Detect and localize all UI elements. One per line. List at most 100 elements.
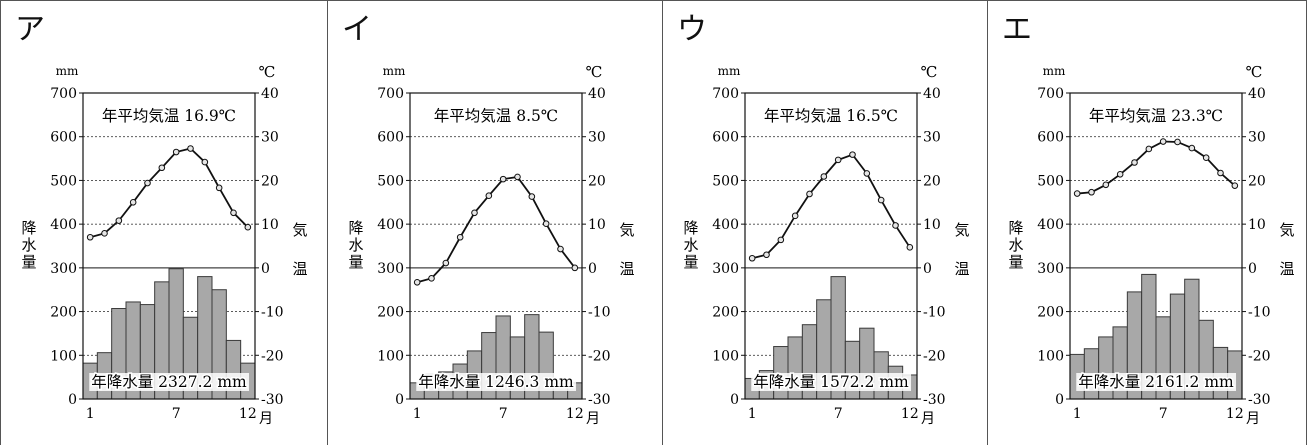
precip-tick-label: 400 [1037, 217, 1064, 233]
temp-axis-title-top: 気 [619, 221, 634, 239]
precip-unit: mm [1043, 64, 1066, 78]
temp-tick-label: 40 [1248, 86, 1266, 102]
month-tick-label: 12 [901, 406, 919, 422]
plot-frame [1069, 92, 1243, 400]
precip-axis-title-char: 量 [348, 253, 363, 271]
temp-point [215, 184, 223, 192]
precip-tick-label: 500 [1037, 173, 1064, 189]
temp-tick-label: -10 [588, 305, 611, 321]
temp-point [115, 217, 123, 224]
temp-tick-label: 10 [261, 217, 279, 233]
annual-temp-label-bg [760, 106, 902, 126]
precip-tick-label: 200 [377, 305, 404, 321]
month-unit: 月 [259, 411, 273, 427]
temp-point [834, 156, 842, 164]
month-unit: 月 [586, 411, 600, 427]
annual-precip-label: 年降水量 2161.2 mm [1078, 373, 1234, 391]
month-tick-label: 1 [748, 406, 757, 422]
month-tick-label: 1 [1073, 406, 1082, 422]
chart-panel-e: エ 0 100 200 300 400 500 600 700 -30 -20 -10 0 10 20 30… [987, 0, 1307, 445]
precip-unit: mm [718, 64, 741, 78]
annual-precip-label: 年降水量 2327.2 mm [91, 373, 247, 391]
chart-panel-i: イ 0 100 200 300 400 500 600 700 -30 -20 -10 0 10 20 30… [327, 0, 662, 445]
temp-tick-label: 30 [1248, 130, 1266, 146]
temp-tick-label: 40 [923, 86, 941, 102]
temp-point [230, 209, 237, 217]
temp-point [892, 222, 899, 229]
precip-tick-label: 300 [50, 261, 77, 277]
chart-panel-u: ウ 0 100 200 300 400 500 600 700 -30 -20 -10 0 10 20 30… [662, 0, 987, 445]
temp-point [1202, 154, 1210, 161]
temp-point [244, 223, 252, 231]
precip-tick-label: 400 [712, 217, 739, 233]
annual-temp-label: 年平均気温 8.5℃ [434, 107, 558, 125]
temp-point [1073, 190, 1081, 197]
precip-axis-title-char: 量 [21, 253, 36, 271]
temp-point [471, 209, 478, 217]
temp-axis-title-bottom: 温 [1279, 260, 1294, 278]
climate-chart-i: 0 100 200 300 400 500 600 700 -30 -20 -10 0 10 20 30 40… [348, 63, 634, 427]
climate-chart-a: 0 100 200 300 400 500 600 700 -30 -20 -10 0 10 20 30 40… [21, 63, 307, 427]
temp-point [849, 151, 856, 158]
temp-point [906, 244, 914, 251]
temp-tick-label: 30 [261, 130, 279, 146]
precip-tick-label: 700 [1037, 86, 1064, 102]
temp-point [442, 259, 450, 267]
precip-tick-label: 400 [377, 217, 404, 233]
precip-tick-label: 0 [1055, 392, 1064, 408]
precip-axis-title-char: 量 [683, 253, 698, 271]
temp-tick-label: 0 [923, 261, 932, 277]
temp-point [820, 173, 828, 180]
precip-unit: mm [383, 64, 406, 78]
month-tick-label: 12 [1226, 406, 1244, 422]
precip-axis-title-char: 降 [683, 219, 698, 237]
temp-point [86, 233, 94, 241]
temp-point [1088, 188, 1095, 196]
panel-label-i: イ [342, 12, 372, 47]
annual-temp-label-bg [1085, 106, 1227, 126]
temp-point [144, 179, 151, 187]
precip-tick-label: 700 [712, 86, 739, 102]
panel-label-u: ウ [677, 12, 707, 47]
temp-tick-label: -10 [923, 305, 946, 321]
temp-point [514, 173, 521, 181]
temp-point [748, 254, 756, 262]
climate-chart-u: 0 100 200 300 400 500 600 700 -30 -20 -10 0 10 20 30 40… [683, 63, 969, 427]
temp-point [557, 245, 564, 253]
temp-point [571, 264, 579, 272]
temp-unit: ℃ [1246, 63, 1263, 81]
temp-tick-label: 20 [1248, 173, 1266, 189]
precip-tick-label: 700 [50, 86, 77, 102]
temp-tick-label: 40 [588, 86, 606, 102]
month-tick-label: 12 [239, 406, 257, 422]
temp-tick-label: 10 [923, 217, 941, 233]
temp-point [129, 198, 137, 206]
precip-tick-label: 100 [50, 348, 77, 364]
temp-point [187, 145, 194, 152]
precip-tick-label: 0 [68, 392, 77, 408]
temp-tick-label: 0 [1248, 261, 1257, 277]
temp-tick-label: 30 [588, 130, 606, 146]
temp-axis-title-top: 気 [1279, 221, 1294, 239]
temp-point [863, 170, 871, 177]
temp-point [201, 158, 209, 166]
temp-axis-title-bottom: 温 [954, 260, 969, 278]
temp-tick-label: -30 [261, 392, 284, 408]
precip-tick-label: 600 [377, 130, 404, 146]
precip-tick-label: 200 [1037, 305, 1064, 321]
precip-tick-label: 300 [712, 261, 739, 277]
temp-tick-label: 0 [588, 261, 597, 277]
temp-point [1217, 169, 1224, 177]
temp-tick-label: -30 [588, 392, 611, 408]
annual-temp-label-bg [98, 106, 240, 126]
temp-tick-label: -10 [261, 305, 284, 321]
plot-frame [409, 92, 583, 400]
precip-tick-label: 300 [377, 261, 404, 277]
precip-axis-title-char: 量 [1008, 253, 1023, 271]
precip-tick-label: 0 [395, 392, 404, 408]
temp-point [763, 251, 770, 259]
temp-point [413, 278, 421, 286]
precip-tick-label: 600 [712, 130, 739, 146]
temp-tick-label: -20 [588, 348, 611, 364]
precip-axis-title-char: 水 [21, 236, 36, 254]
